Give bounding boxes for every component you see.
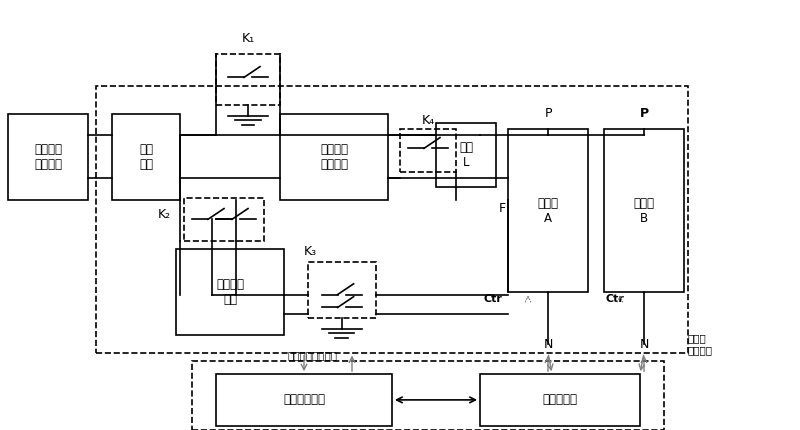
Text: 试品阀
A: 试品阀 A	[538, 197, 558, 225]
Text: P: P	[639, 108, 649, 120]
Text: 单相交流
试验电源: 单相交流 试验电源	[34, 143, 62, 171]
Text: 调压
回路: 调压 回路	[139, 143, 153, 171]
FancyBboxPatch shape	[508, 129, 588, 292]
Text: 直流试验
回路: 直流试验 回路	[216, 278, 244, 307]
Text: F: F	[499, 202, 506, 215]
FancyBboxPatch shape	[436, 123, 496, 187]
Text: K₂: K₂	[158, 209, 170, 221]
Text: 主电路控制器: 主电路控制器	[283, 393, 325, 406]
Text: 试品阀
B: 试品阀 B	[634, 197, 654, 225]
Text: 负载
L: 负载 L	[459, 141, 473, 169]
Text: 单相交流
试验回路: 单相交流 试验回路	[320, 143, 348, 171]
Text: K₁: K₁	[242, 32, 254, 45]
Text: 试品阀
控制保护: 试品阀 控制保护	[688, 333, 713, 355]
Text: N: N	[639, 338, 649, 350]
Text: Ctr: Ctr	[483, 294, 502, 304]
FancyBboxPatch shape	[8, 114, 88, 200]
FancyBboxPatch shape	[604, 129, 684, 292]
FancyBboxPatch shape	[176, 249, 284, 335]
Text: N: N	[543, 338, 553, 350]
FancyBboxPatch shape	[216, 374, 392, 426]
Text: P: P	[544, 108, 552, 120]
FancyBboxPatch shape	[112, 114, 180, 200]
FancyBboxPatch shape	[480, 374, 640, 426]
Text: K₃: K₃	[304, 245, 317, 258]
Text: Ctr: Ctr	[606, 294, 625, 304]
Text: K₄: K₄	[422, 114, 434, 127]
Text: 阀基控制器: 阀基控制器	[542, 393, 578, 406]
Text: 试验电路控制保护: 试验电路控制保护	[287, 350, 337, 360]
FancyBboxPatch shape	[280, 114, 388, 200]
